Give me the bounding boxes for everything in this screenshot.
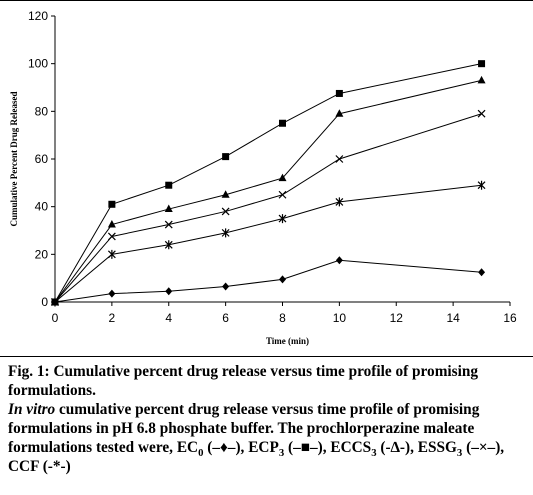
y-tick-label: 60 [35,152,49,166]
formulation-ec0: EC0 (–♦–), [176,439,245,460]
x-tick-label: 8 [279,311,286,325]
square-marker [478,60,486,68]
x-axis-label: Time (min) [266,336,309,346]
series-line-triangle [54,79,482,303]
y-tick-label: 80 [35,104,49,118]
y-axis-label: Cumulative Percent Drug Released [9,91,19,226]
square-marker [108,200,116,208]
square-marker [279,119,286,127]
series-star [51,180,486,307]
in-vitro-text: In vitro [8,401,56,418]
x-marker [221,207,230,216]
formulation-symbol: (–×–), [466,439,505,456]
star-marker [221,228,230,238]
formulation-subscript: 0 [198,447,204,460]
formulation-name: CCF [8,458,39,475]
diamond-marker [51,298,59,306]
x-marker [107,232,116,241]
x-tick-label: 14 [446,311,460,325]
triangle-marker [164,204,173,213]
formulation-name: ECCS [330,439,372,456]
formulation-name: EC [176,439,199,456]
x-marker [477,109,486,118]
formulation-symbol: (–■–), [288,439,327,456]
star-marker [477,180,486,190]
y-tick-label: 120 [28,9,48,23]
diamond-marker [335,256,343,265]
triangle-marker [221,190,230,198]
y-tick-label: 0 [41,295,48,309]
star-marker [164,240,173,250]
square-marker [335,89,343,97]
caption-rule [0,356,533,357]
figure-description: In vitro cumulative percent drug release… [8,400,524,476]
formulation-symbol: (-∆-), [380,439,414,456]
description-text: cumulative percent drug release versus t… [8,401,480,456]
formulation-essg3: ESSG3 (–×–), [417,439,505,460]
diamond-marker [478,268,486,277]
x-marker [164,220,173,229]
formulation-subscript: 3 [278,447,285,460]
y-tick-label: 20 [35,247,49,261]
series-line-square [54,63,482,303]
diamond-marker [108,289,116,298]
triangle-marker [477,75,486,84]
axes: 0 20 40 60 80 100 120 0 2 4 6 8 10 12 14 16 [28,9,517,325]
star-marker [278,214,287,224]
star-marker [107,249,116,259]
x-tick-label: 16 [503,311,517,325]
formulation-symbol: (–♦–), [207,439,245,456]
series-line-star [54,184,482,303]
formulation-subscript: 3 [456,447,463,460]
y-tick-label: 40 [35,200,49,214]
x-tick-label: 6 [222,311,229,325]
formulation-name: ESSG [417,439,457,456]
x-tick-label: 10 [333,311,347,325]
diamond-marker [279,275,286,284]
x-tick-label: 0 [52,311,59,325]
series-line-x [54,113,482,303]
series-diamond [51,256,486,306]
x-marker [335,155,344,163]
series-layer [51,60,486,307]
x-marker [278,190,287,199]
square-marker [222,153,230,161]
triangle-marker [278,173,287,182]
star-marker [335,197,344,207]
triangle-marker [335,109,344,117]
formulation-name: ECP [248,439,279,456]
x-tick-label: 12 [390,311,404,325]
drug-release-chart: 0 20 40 60 80 100 120 0 2 4 6 8 10 12 14 16 Time (min) … [9,9,517,346]
diamond-marker [165,287,173,296]
top-rule [0,0,533,1]
figure-caption: Fig. 1: Cumulative percent drug release … [8,362,524,476]
square-marker [165,181,173,189]
series-triangle [51,75,486,305]
figure-label: Fig. 1: Cumulative percent drug release … [8,363,479,399]
formulation-ecp3: ECP3 (–■–), [248,439,327,460]
formulation-eccs3: ECCS3 (-∆-), [330,439,414,460]
formulation-symbol: (-*-) [42,458,71,475]
series-x [51,109,486,306]
x-tick-label: 2 [109,311,116,325]
diamond-marker [222,282,230,291]
series-square [51,60,486,306]
series-line-diamond [54,259,482,303]
triangle-marker [107,220,116,228]
y-tick-label: 100 [28,57,48,71]
formulation-ccf: CCF (-*-) [8,458,71,475]
formulation-subscript: 3 [371,447,377,460]
x-tick-label: 4 [165,311,172,325]
